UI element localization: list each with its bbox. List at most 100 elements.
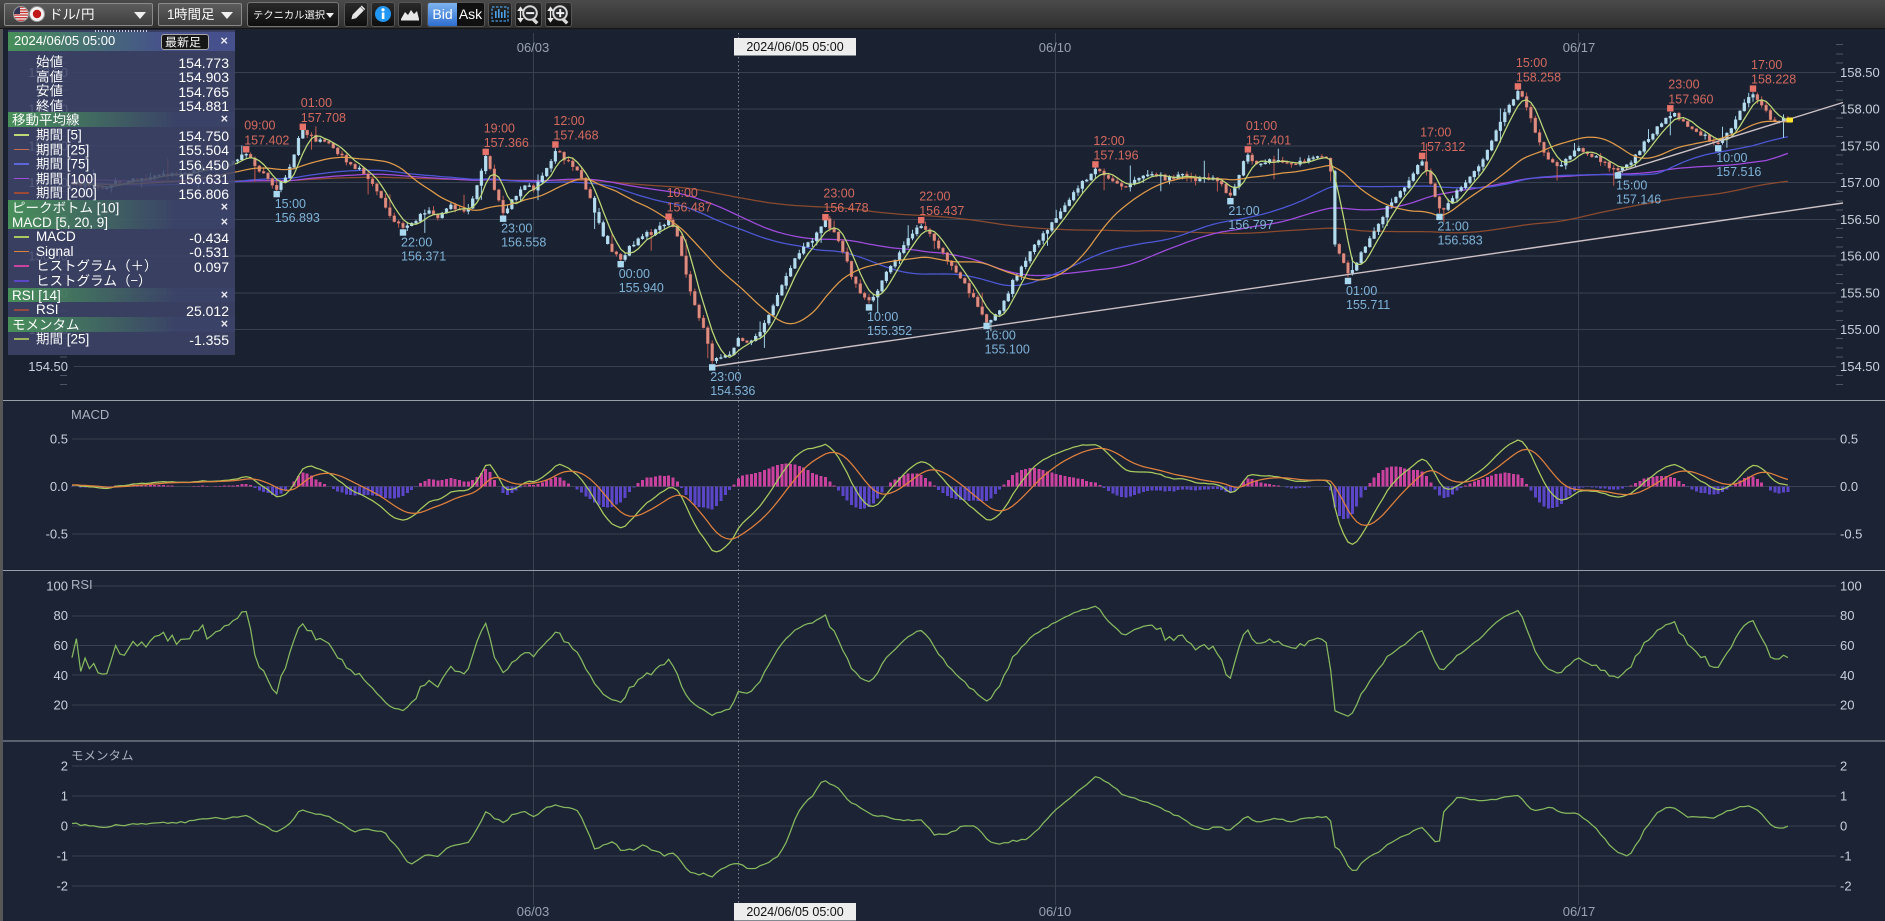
svg-text:80: 80 bbox=[54, 608, 68, 623]
svg-text:158.228: 158.228 bbox=[1751, 73, 1796, 87]
svg-text:154.50: 154.50 bbox=[28, 359, 68, 374]
svg-text:23:00: 23:00 bbox=[1668, 78, 1699, 92]
svg-text:155.00: 155.00 bbox=[1840, 322, 1880, 337]
svg-text:[10]: [10] bbox=[93, 201, 119, 216]
svg-text:RSI: RSI bbox=[71, 577, 93, 592]
svg-text:100: 100 bbox=[1840, 579, 1862, 594]
svg-text:06/17: 06/17 bbox=[1563, 40, 1596, 55]
svg-text:[100]: [100] bbox=[63, 171, 97, 186]
svg-text:157.960: 157.960 bbox=[1668, 92, 1713, 106]
svg-text:60: 60 bbox=[54, 638, 68, 653]
svg-text:40: 40 bbox=[1840, 668, 1854, 683]
svg-text:157.00: 157.00 bbox=[1840, 175, 1880, 190]
svg-text:155.940: 155.940 bbox=[619, 281, 664, 295]
svg-text:21:00: 21:00 bbox=[1228, 204, 1259, 218]
svg-text:1: 1 bbox=[61, 789, 68, 804]
svg-text:10:00: 10:00 bbox=[867, 310, 898, 324]
svg-text:157.708: 157.708 bbox=[301, 111, 346, 125]
svg-text:156.487: 156.487 bbox=[667, 201, 712, 215]
svg-text:10:00: 10:00 bbox=[1716, 151, 1747, 165]
svg-text:15:00: 15:00 bbox=[1616, 178, 1647, 192]
svg-text:2: 2 bbox=[1840, 759, 1847, 774]
svg-text:157.468: 157.468 bbox=[553, 129, 598, 143]
svg-text:12:00: 12:00 bbox=[553, 114, 584, 128]
svg-text:1: 1 bbox=[1840, 789, 1847, 804]
svg-text:158.258: 158.258 bbox=[1516, 70, 1561, 84]
svg-text:22:00: 22:00 bbox=[401, 235, 432, 249]
svg-text:0: 0 bbox=[61, 819, 68, 834]
svg-text:16:00: 16:00 bbox=[985, 329, 1016, 343]
svg-text:2024/06/05 05:00: 2024/06/05 05:00 bbox=[746, 905, 843, 919]
svg-text:155.352: 155.352 bbox=[867, 324, 912, 338]
svg-text:0.5: 0.5 bbox=[50, 432, 68, 447]
svg-text:01:00: 01:00 bbox=[301, 96, 332, 110]
svg-text:156.797: 156.797 bbox=[1228, 218, 1273, 232]
svg-text:157.312: 157.312 bbox=[1420, 140, 1465, 154]
svg-text:155.711: 155.711 bbox=[1346, 298, 1390, 312]
svg-text:23:00: 23:00 bbox=[710, 370, 741, 384]
svg-text:12:00: 12:00 bbox=[1093, 134, 1124, 148]
svg-text:156.00: 156.00 bbox=[1840, 249, 1880, 264]
svg-text:17:00: 17:00 bbox=[1420, 125, 1451, 139]
svg-text:157.516: 157.516 bbox=[1716, 165, 1761, 179]
svg-text:154.50: 154.50 bbox=[1840, 359, 1880, 374]
svg-text:80: 80 bbox=[1840, 608, 1854, 623]
svg-text:[5]: [5] bbox=[63, 128, 82, 143]
svg-text:-2: -2 bbox=[1840, 879, 1852, 894]
svg-text:158.00: 158.00 bbox=[1840, 102, 1880, 117]
svg-text:-1: -1 bbox=[1840, 849, 1852, 864]
svg-text:60: 60 bbox=[1840, 638, 1854, 653]
svg-text:21:00: 21:00 bbox=[1438, 220, 1469, 234]
svg-text:1: 1 bbox=[167, 7, 175, 22]
svg-text:00:00: 00:00 bbox=[619, 267, 650, 281]
svg-text:157.402: 157.402 bbox=[244, 133, 289, 147]
svg-text:156.893: 156.893 bbox=[275, 211, 320, 225]
svg-text:156.437: 156.437 bbox=[919, 204, 964, 218]
svg-text:[25]: [25] bbox=[63, 332, 89, 347]
svg-text:06/10: 06/10 bbox=[1039, 904, 1072, 919]
svg-text:01:00: 01:00 bbox=[1346, 284, 1377, 298]
svg-text:20: 20 bbox=[54, 698, 68, 713]
svg-text:20: 20 bbox=[1840, 698, 1854, 713]
svg-text:156.558: 156.558 bbox=[501, 236, 546, 250]
svg-text:15:00: 15:00 bbox=[275, 197, 306, 211]
svg-text:154.536: 154.536 bbox=[710, 384, 755, 398]
svg-text:15:00: 15:00 bbox=[1516, 56, 1547, 70]
svg-text:157.366: 157.366 bbox=[484, 136, 529, 150]
svg-text:23:00: 23:00 bbox=[823, 187, 854, 201]
svg-text:100: 100 bbox=[46, 579, 68, 594]
svg-text:40: 40 bbox=[54, 668, 68, 683]
svg-text:01:00: 01:00 bbox=[1246, 119, 1277, 133]
svg-text:[75]: [75] bbox=[63, 157, 89, 172]
svg-text:/: / bbox=[76, 7, 80, 22]
svg-text:17:00: 17:00 bbox=[1751, 58, 1782, 72]
svg-text:156.371: 156.371 bbox=[401, 249, 446, 263]
svg-text:0.0: 0.0 bbox=[1840, 479, 1858, 494]
svg-text:158.50: 158.50 bbox=[1840, 65, 1880, 80]
svg-text:[200]: [200] bbox=[63, 186, 97, 201]
svg-text:[25]: [25] bbox=[63, 142, 89, 157]
svg-text:06/03: 06/03 bbox=[517, 904, 550, 919]
svg-text:2024/06/05 05:00: 2024/06/05 05:00 bbox=[746, 40, 843, 54]
svg-text:157.401: 157.401 bbox=[1246, 133, 1291, 147]
svg-text:2: 2 bbox=[61, 759, 68, 774]
svg-text:-0.5: -0.5 bbox=[1840, 527, 1862, 542]
svg-text:155.50: 155.50 bbox=[1840, 285, 1880, 300]
svg-text:06/17: 06/17 bbox=[1563, 904, 1596, 919]
svg-text:156.583: 156.583 bbox=[1438, 234, 1483, 248]
svg-text:10:00: 10:00 bbox=[667, 186, 698, 200]
svg-text:0: 0 bbox=[1840, 819, 1847, 834]
svg-text:09:00: 09:00 bbox=[244, 119, 275, 133]
svg-text:06/03: 06/03 bbox=[517, 40, 550, 55]
svg-text:157.50: 157.50 bbox=[1840, 138, 1880, 153]
svg-text:156.478: 156.478 bbox=[823, 201, 868, 215]
svg-text:06/10: 06/10 bbox=[1039, 40, 1072, 55]
svg-text:-1: -1 bbox=[56, 849, 68, 864]
svg-text:-0.5: -0.5 bbox=[46, 527, 68, 542]
svg-text:23:00: 23:00 bbox=[501, 222, 532, 236]
svg-text:157.146: 157.146 bbox=[1616, 192, 1661, 206]
svg-text:156.50: 156.50 bbox=[1840, 212, 1880, 227]
svg-text:-2: -2 bbox=[56, 879, 68, 894]
svg-text:19:00: 19:00 bbox=[484, 121, 515, 135]
svg-text:155.100: 155.100 bbox=[985, 343, 1030, 357]
